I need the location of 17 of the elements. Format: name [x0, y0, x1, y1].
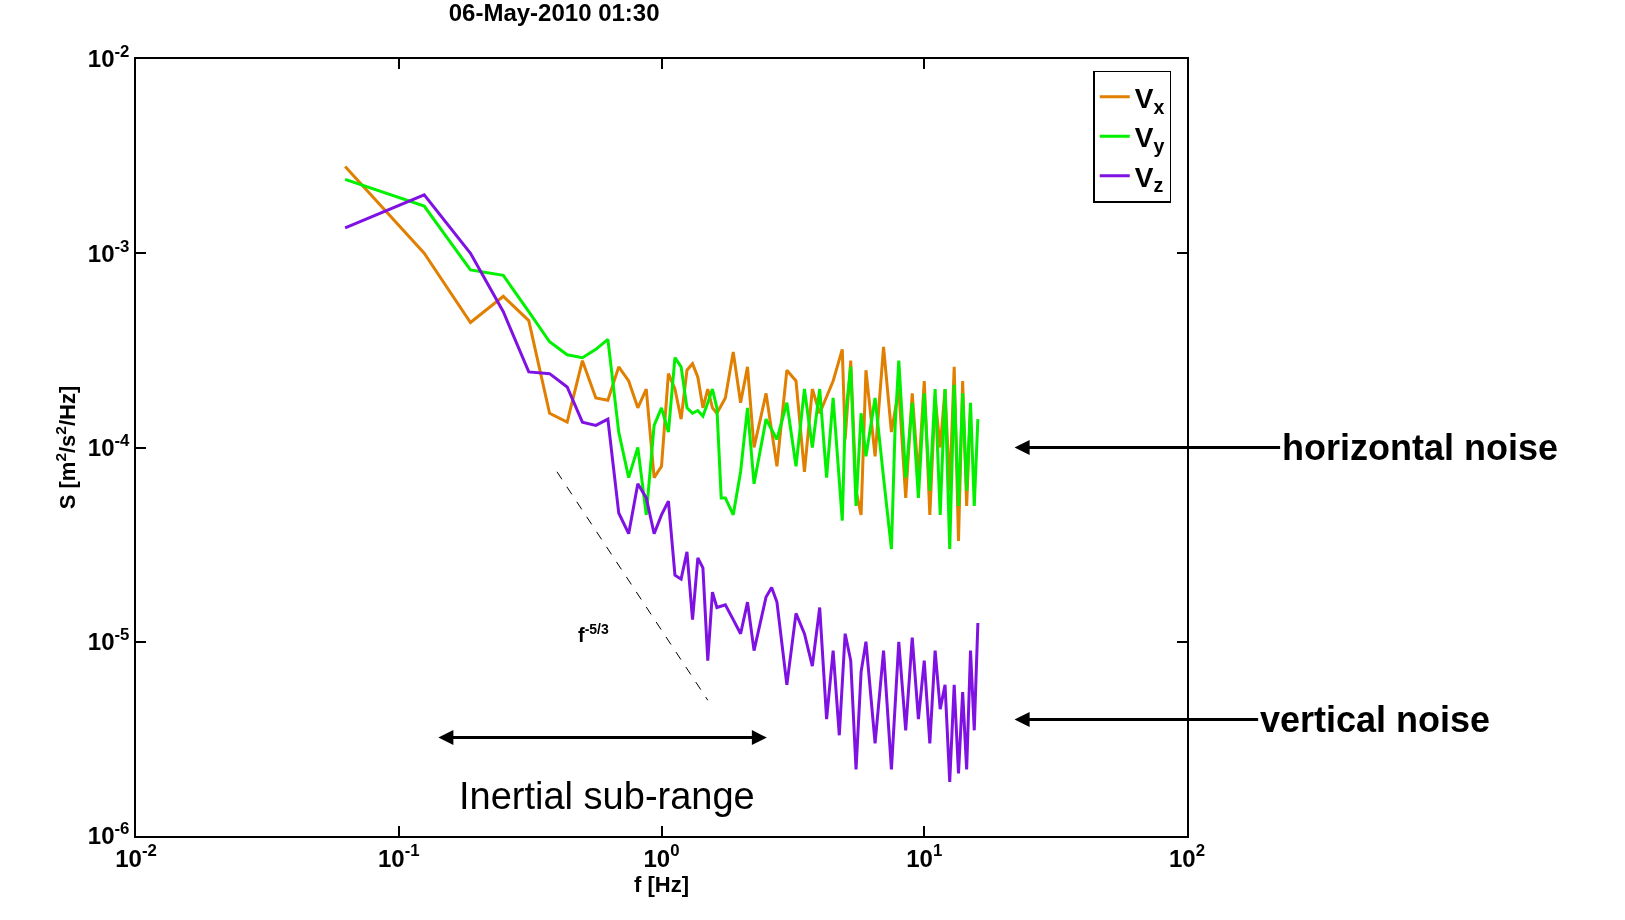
x-tick-label: 10$^{2}$	[1168, 841, 1206, 872]
annotation: f$^{-5/3}$	[578, 621, 610, 647]
x-axis-title: f [Hz]	[634, 871, 689, 897]
text: vertical noise	[1260, 699, 1491, 740]
y-tick-label: 10$^{-4}$	[87, 430, 131, 461]
x-tick-label: 10$^{0}$	[643, 841, 680, 872]
y-tick-label: 10$^{-5}$	[87, 625, 130, 656]
chart-title: 06-May-2010 01:30	[448, 0, 660, 27]
y-tick-label: 10$^{-2}$	[87, 42, 130, 73]
annotation: Inertial sub-range	[459, 775, 755, 817]
y-tick-label: 10$^{-3}$	[87, 236, 130, 267]
x-tick-label: 10$^{1}$	[906, 841, 943, 872]
legend-label: V$_{z}$	[1134, 161, 1164, 197]
legend-label: V$_{y}$	[1134, 122, 1165, 158]
text: horizontal noise	[1282, 427, 1559, 468]
x-tick-label: 10$^{-1}$	[377, 841, 420, 872]
legend-label: V$_{x}$	[1134, 82, 1165, 118]
